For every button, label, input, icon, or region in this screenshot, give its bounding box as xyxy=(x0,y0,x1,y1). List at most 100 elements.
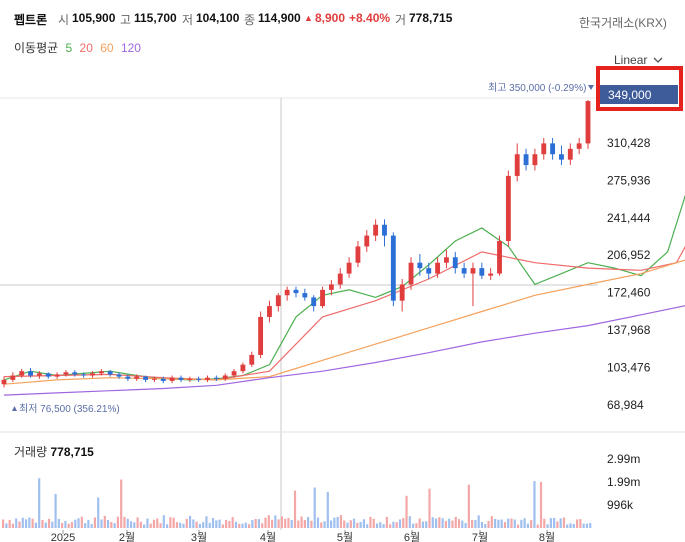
ma-20-label[interactable]: 20 xyxy=(79,41,93,55)
volume-bar xyxy=(464,523,467,528)
volume-bar xyxy=(90,524,93,528)
change-value: 8,900 xyxy=(315,11,346,25)
candle xyxy=(435,257,441,278)
stock-name[interactable]: 펩트론 xyxy=(14,13,48,27)
volume-bar xyxy=(211,518,215,528)
candle xyxy=(258,311,264,359)
volume-bar xyxy=(270,519,274,528)
volume-bar xyxy=(389,524,392,528)
candle xyxy=(134,374,140,381)
ma-5-line xyxy=(3,194,685,381)
candle xyxy=(143,375,149,383)
volume-bar xyxy=(539,481,543,528)
price-axis: 310,428 275,936 241,444 206,952 172,460 137,9… xyxy=(607,136,651,412)
candle xyxy=(151,376,157,383)
volume-bar xyxy=(359,521,362,528)
volume-bar xyxy=(231,517,234,528)
high-value: 115,700 xyxy=(134,11,177,25)
change-arrow-icon: ▲ xyxy=(304,13,313,23)
change-pct: +8.40% xyxy=(349,11,391,25)
volume-bar xyxy=(103,515,106,528)
volume-bar xyxy=(323,521,326,528)
volume-bar xyxy=(434,518,438,528)
candle-body xyxy=(222,375,228,379)
candle-body xyxy=(116,374,122,377)
volume-bar xyxy=(188,515,192,528)
header-bar: 펩트론 시 105,900 고 115,700 저 104,100 종 114,… xyxy=(0,0,685,34)
candle-body xyxy=(267,306,272,317)
candle-body xyxy=(19,371,25,376)
volume-bar xyxy=(375,523,379,528)
open-label: 시 xyxy=(58,13,70,27)
volume-bar xyxy=(80,516,83,528)
volume-bar xyxy=(251,519,254,528)
high-marker-icon xyxy=(588,85,594,90)
volume-bar xyxy=(149,523,152,528)
volume-bar xyxy=(185,518,188,528)
ma-5-label[interactable]: 5 xyxy=(65,41,73,55)
candle-body xyxy=(90,373,95,376)
volume-bar xyxy=(8,519,11,528)
candle xyxy=(1,376,7,388)
ma-120-label[interactable]: 120 xyxy=(120,41,141,55)
volume-bar xyxy=(31,518,34,528)
candle xyxy=(125,374,131,381)
volume-bar xyxy=(179,522,182,528)
candle xyxy=(293,286,299,298)
close-label: 종 xyxy=(244,13,256,27)
candle-body xyxy=(125,376,131,379)
candle xyxy=(523,148,529,171)
volume-bars xyxy=(2,478,592,528)
candle-body xyxy=(151,378,157,380)
volume-bar xyxy=(307,517,310,528)
volume-bar xyxy=(405,495,408,528)
candle xyxy=(45,372,51,379)
candle-body xyxy=(81,374,87,376)
volume-bar xyxy=(494,518,497,528)
volume-bar xyxy=(408,516,411,528)
volume-bar xyxy=(238,523,241,528)
scale-selector[interactable]: Linear xyxy=(614,53,663,67)
volume-bar xyxy=(293,490,297,528)
volume-panel-value: 778,715 xyxy=(50,445,94,459)
volume-bar xyxy=(576,519,579,528)
exchange-name: 한국거래소(KRX) xyxy=(579,16,667,30)
candle-body xyxy=(328,284,334,290)
volume-bar xyxy=(129,521,133,528)
candle-body xyxy=(355,246,361,263)
volume-bar xyxy=(106,519,110,528)
volume-bar xyxy=(566,524,569,528)
candle xyxy=(532,148,538,171)
volume-bar xyxy=(457,519,461,528)
price-tick-label: 275,936 xyxy=(607,173,651,187)
volume-bar xyxy=(395,522,398,528)
candle-body xyxy=(72,372,78,375)
candle xyxy=(382,219,387,247)
date-tick-label: 3월 xyxy=(191,531,207,542)
candle xyxy=(36,371,42,379)
candle xyxy=(541,137,547,160)
candle xyxy=(90,371,95,378)
candle xyxy=(461,262,467,278)
volume-bar xyxy=(326,491,329,528)
volume-bar xyxy=(467,484,470,528)
candle xyxy=(10,372,16,383)
volume-tick-label: 2.99m xyxy=(607,452,640,466)
volume-bar xyxy=(585,523,589,528)
ma-60-label[interactable]: 60 xyxy=(100,41,114,55)
volume-bar xyxy=(330,520,333,528)
volume-bar xyxy=(77,518,80,528)
candle xyxy=(408,257,414,290)
candle xyxy=(160,376,166,384)
volume-bar xyxy=(287,517,290,528)
candle xyxy=(452,251,458,274)
candle-body xyxy=(169,377,175,381)
volume-bar xyxy=(451,520,454,528)
volume-bar xyxy=(156,518,159,528)
volume-bar xyxy=(343,520,346,528)
volume-bar xyxy=(67,523,70,528)
ma-120-line xyxy=(3,305,685,396)
candle-body xyxy=(240,364,246,372)
candle xyxy=(267,300,272,323)
